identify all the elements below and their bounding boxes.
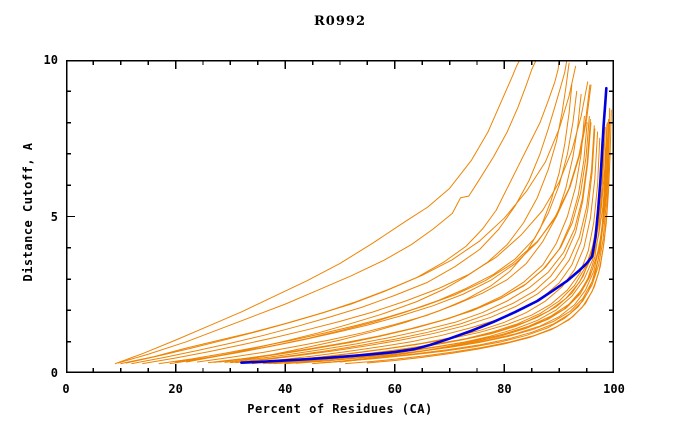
prediction-curve	[197, 93, 582, 363]
x-axis-title: Percent of Residues (CA)	[247, 402, 433, 416]
prediction-curve	[142, 81, 589, 365]
page-title: R0992	[314, 14, 366, 29]
prediction-curve	[366, 109, 612, 364]
prediction-curve	[279, 123, 608, 364]
plot-area	[66, 60, 614, 373]
x-tick-label: 20	[168, 382, 183, 396]
y-tick-label: 5	[50, 209, 58, 224]
prediction-curve	[218, 115, 585, 363]
prediction-curve	[114, 60, 521, 365]
prediction-curve	[312, 137, 608, 365]
x-tick-label: 40	[277, 382, 293, 396]
prediction-curve	[229, 122, 592, 364]
prediction-curve	[224, 118, 591, 363]
prediction-curve	[117, 60, 537, 364]
prediction-curve	[273, 144, 605, 365]
prediction-curve	[186, 62, 570, 363]
x-tick-label: 100	[603, 382, 625, 396]
prediction-curve	[131, 60, 568, 365]
y-tick-label: 10	[43, 53, 58, 67]
x-tick-label: 80	[497, 382, 512, 396]
series-layer	[114, 60, 612, 365]
x-tick-label: 0	[62, 382, 70, 396]
prediction-curve	[120, 60, 560, 365]
plot-frame	[66, 60, 614, 373]
highlight-curve	[240, 86, 608, 364]
x-tick-label: 60	[387, 382, 403, 396]
prediction-curve	[235, 125, 595, 364]
prediction-curve	[213, 115, 590, 363]
prediction-curve	[251, 137, 601, 365]
prediction-curve	[240, 84, 573, 361]
prediction-curve	[175, 90, 578, 363]
plot-svg	[66, 60, 614, 373]
prediction-curve	[158, 84, 592, 365]
prediction-curve	[317, 122, 610, 364]
prediction-curve	[125, 65, 577, 364]
y-tick-label: 0	[50, 366, 58, 380]
prediction-curve	[169, 84, 591, 365]
prediction-curve	[339, 108, 611, 363]
